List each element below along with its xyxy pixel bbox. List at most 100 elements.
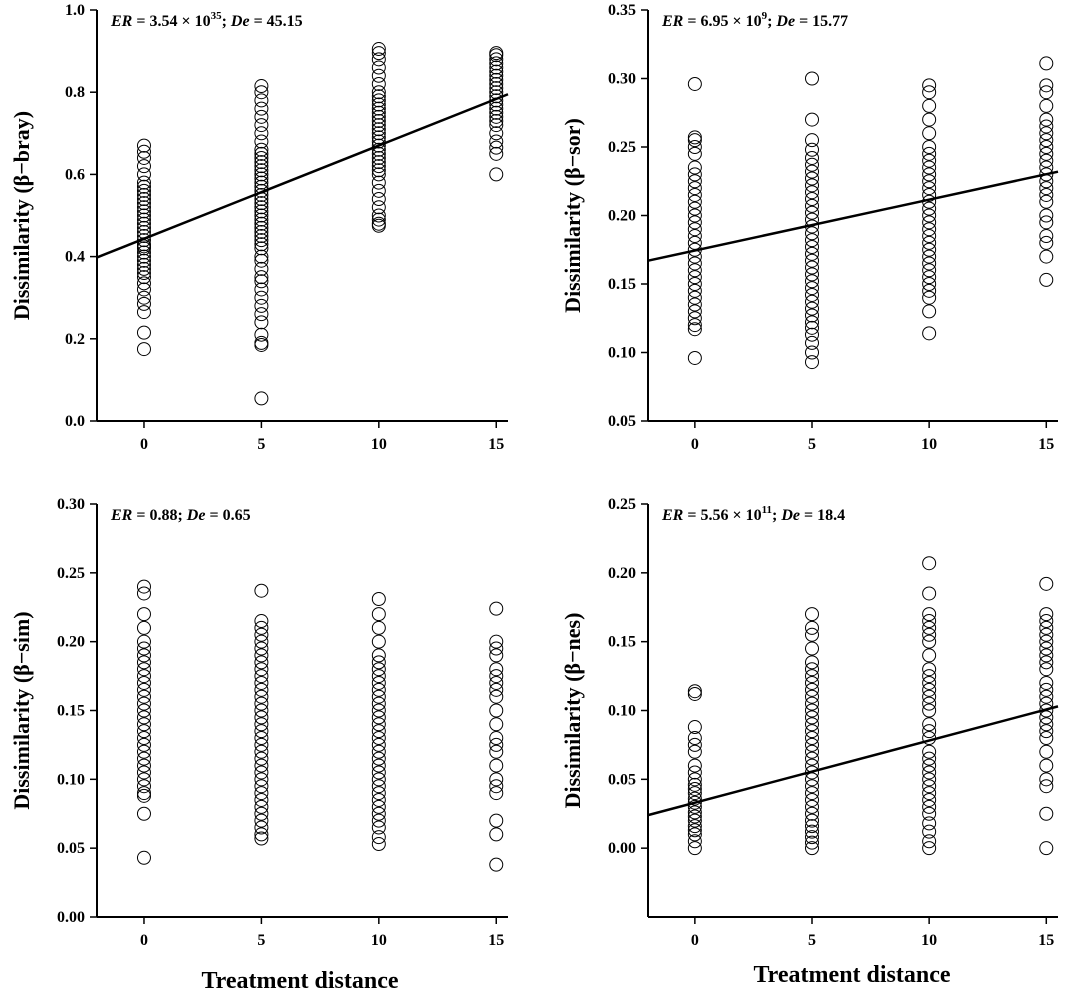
data-point (687, 791, 702, 806)
data-point (136, 772, 151, 787)
data-point (922, 242, 937, 257)
data-point (136, 183, 151, 198)
data-point (687, 130, 702, 145)
data-point (136, 717, 151, 732)
data-point (805, 689, 819, 704)
data-point (489, 105, 504, 120)
data-point (1039, 215, 1054, 230)
data-point (136, 192, 151, 207)
data-point (371, 212, 386, 227)
stats-annotation: ER = 5.56 × 1011; De = 18.4 (661, 504, 845, 524)
data-point (489, 113, 504, 128)
data-point (371, 52, 386, 67)
data-point (371, 696, 386, 711)
data-point (1039, 772, 1054, 787)
regression-line (96, 93, 509, 259)
data-point (254, 261, 269, 276)
data-point (687, 731, 702, 746)
data-point (254, 307, 269, 322)
data-point (687, 215, 702, 230)
data-point (687, 819, 702, 834)
data-point (1039, 249, 1054, 264)
data-point (687, 318, 702, 333)
x-tick-label: 5 (808, 436, 816, 453)
data-point (805, 198, 819, 213)
data-point (805, 799, 819, 814)
data-point (1039, 614, 1054, 629)
data-point (254, 806, 269, 821)
data-point (254, 134, 269, 149)
data-point (805, 294, 819, 309)
data-point (371, 85, 386, 100)
data-point (1039, 181, 1054, 196)
x-tick-label: 15 (1038, 932, 1054, 949)
data-point (805, 744, 819, 759)
data-point (922, 758, 937, 773)
data-point (371, 68, 386, 83)
data-point (489, 634, 504, 649)
data-point (687, 813, 702, 828)
data-point (1039, 78, 1054, 93)
data-point (687, 805, 702, 820)
data-point (136, 144, 151, 159)
data-point (136, 200, 151, 215)
data-point (254, 229, 269, 244)
x-tick-label: 10 (371, 932, 387, 949)
data-point (371, 159, 386, 174)
y-tick-label: 0.4 (65, 249, 85, 266)
data-point (805, 133, 819, 148)
data-point (922, 78, 937, 93)
data-point (489, 641, 504, 656)
data-point (489, 167, 504, 182)
x-axis-label-left: Treatment distance (201, 968, 398, 994)
data-point (922, 772, 937, 787)
data-point (371, 76, 386, 91)
data-point (805, 327, 819, 342)
data-point (136, 342, 151, 357)
data-point (805, 620, 819, 635)
data-point (1039, 98, 1054, 113)
data-point (805, 607, 819, 622)
data-point (371, 837, 386, 852)
data-point (922, 696, 937, 711)
data-point (254, 159, 269, 174)
x-tick-label: 5 (257, 436, 265, 453)
data-point (1039, 634, 1054, 649)
data-point (1039, 779, 1054, 794)
data-point (136, 187, 151, 202)
data-point (136, 179, 151, 194)
data-point (922, 263, 937, 278)
data-point (805, 627, 819, 642)
data-point (687, 174, 702, 189)
data-point (371, 634, 386, 649)
data-point (371, 46, 386, 61)
data-point (254, 146, 269, 161)
data-point (805, 786, 819, 801)
data-point (687, 786, 702, 801)
data-point (922, 153, 937, 168)
data-point (371, 703, 386, 718)
x-tick-label: 5 (257, 932, 265, 949)
data-point (805, 240, 819, 255)
data-point (489, 662, 504, 677)
data-point (371, 792, 386, 807)
data-point (805, 655, 819, 670)
data-point (136, 212, 151, 227)
data-point (1039, 235, 1054, 250)
x-tick-label: 15 (488, 436, 504, 453)
data-point (687, 187, 702, 202)
data-point (254, 216, 269, 231)
x-tick-label: 0 (691, 932, 699, 949)
data-point (136, 788, 151, 803)
y-tick-label: 0.05 (608, 771, 636, 788)
data-point (805, 675, 819, 690)
data-point (489, 146, 504, 161)
y-tick-label: 0.05 (57, 840, 85, 857)
data-point (1039, 662, 1054, 677)
data-point (922, 283, 937, 298)
data-point (254, 241, 269, 256)
data-point (254, 93, 269, 108)
data-point (805, 696, 819, 711)
data-point (254, 200, 269, 215)
data-point (1039, 140, 1054, 154)
